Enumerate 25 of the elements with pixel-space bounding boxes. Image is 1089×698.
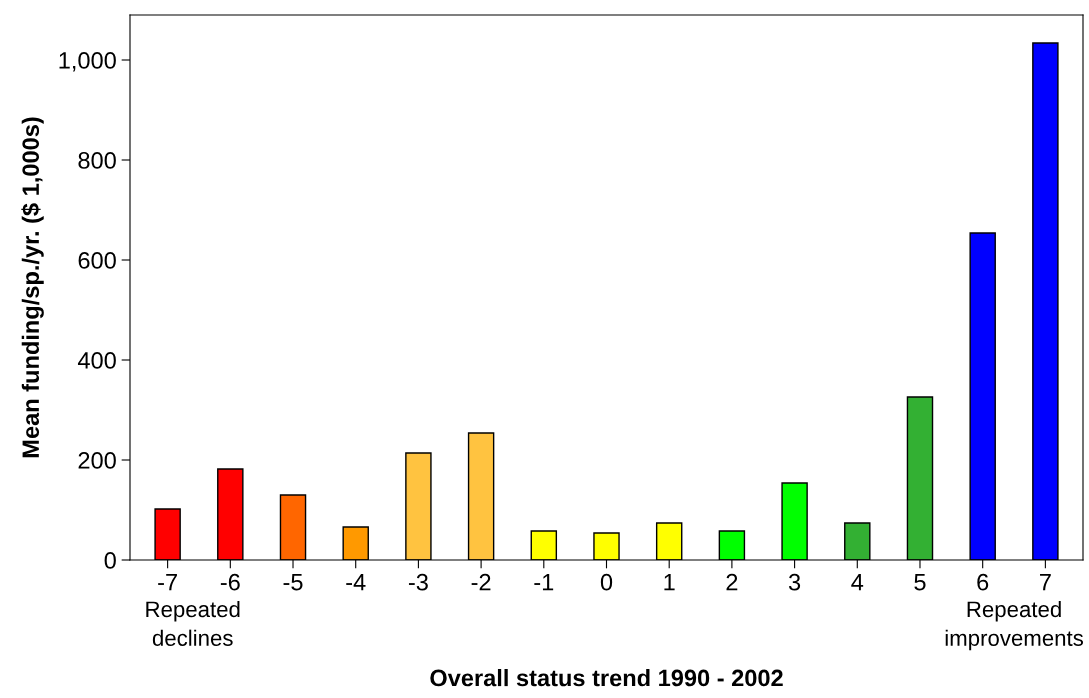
x-tick-label: -1 — [534, 574, 554, 591]
x-tick-label: -5 — [283, 574, 303, 591]
x-tick-label: -4 — [346, 574, 366, 591]
x-tick-label: 6 — [977, 573, 989, 591]
x-tick-label: -2 — [471, 573, 491, 591]
y-tick-label: 600 — [78, 252, 116, 269]
x-tick-label: 4 — [851, 574, 864, 591]
y-axis-title: Mean funding/sp./yr. ($ 1,000s) — [21, 117, 44, 458]
x-tick-label: 1 — [664, 574, 675, 591]
x-tick-label: 3 — [788, 573, 801, 591]
y-tick-label: 800 — [78, 152, 116, 169]
x-tick-label: -6 — [220, 573, 240, 591]
y-tick-label: 0 — [104, 552, 116, 569]
x-tick-label: 7 — [1040, 574, 1051, 591]
x-tick-label: -3 — [408, 573, 428, 591]
y-tick-label: 200 — [78, 452, 116, 469]
x-tick-label: 0 — [600, 573, 613, 591]
x-tick-label: -7 — [158, 574, 177, 591]
y-tick-label: 400 — [77, 352, 116, 369]
text: Repeated improvements — [945, 600, 1084, 651]
text: Repeated declines — [146, 600, 240, 646]
x-tick-label: 5 — [914, 574, 926, 591]
x-axis-title: Overall status trend 1990 - 2002 — [430, 669, 783, 687]
x-tick-label: 2 — [726, 573, 738, 591]
y-tick-label: 1,000 — [59, 52, 116, 72]
